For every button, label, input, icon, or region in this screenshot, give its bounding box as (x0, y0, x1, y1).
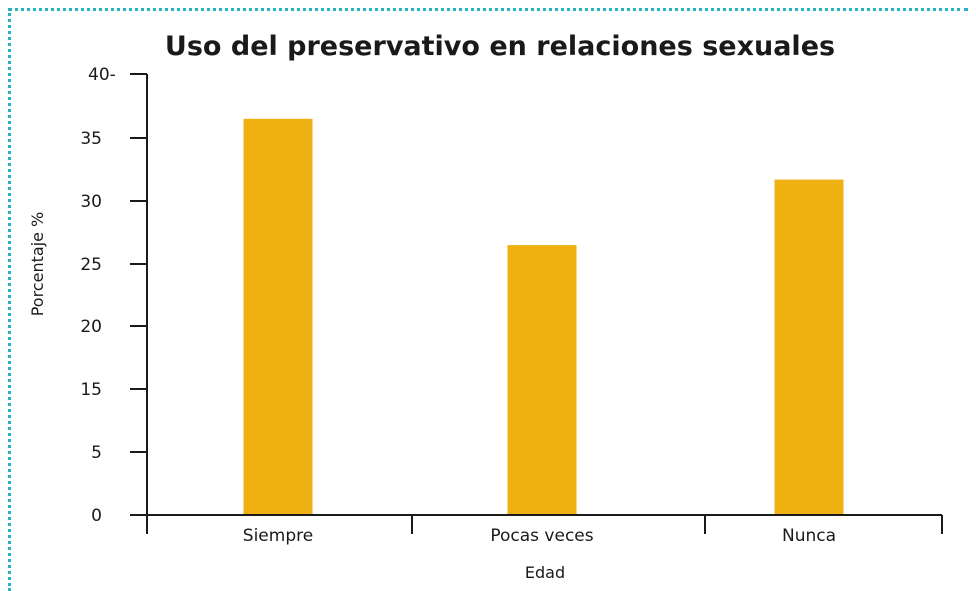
y-tick-label: 25 (80, 255, 102, 275)
dotted-frame-left (8, 8, 11, 591)
x-axis-ticks: Siempre Pocas veces Nunca (146, 515, 943, 546)
y-tick-label: 30 (80, 192, 102, 212)
x-axis-label: Edad (525, 563, 565, 582)
y-axis-label: Porcentaje % (28, 212, 47, 317)
x-tick-label: Nunca (782, 526, 836, 546)
bar-nunca (774, 179, 844, 515)
y-tick-label: 15 (80, 380, 102, 400)
y-axis-ticks: 0 5 15 20 25 30 35 40- (80, 65, 147, 526)
x-tick-label: Pocas veces (490, 526, 593, 546)
y-tick-label: 0 (91, 506, 102, 526)
dotted-frame-top (8, 8, 968, 11)
x-tick-label: Siempre (243, 526, 313, 546)
bar-siempre (243, 118, 313, 516)
y-tick-label: 35 (80, 129, 102, 149)
y-tick-label: 40- (88, 65, 116, 85)
bar-pocas-veces (507, 245, 577, 515)
chart-title: Uso del preservativo en relaciones sexua… (165, 31, 835, 62)
bars-group (243, 118, 844, 516)
y-tick-label: 5 (91, 443, 102, 463)
y-tick-label: 20 (80, 317, 102, 337)
